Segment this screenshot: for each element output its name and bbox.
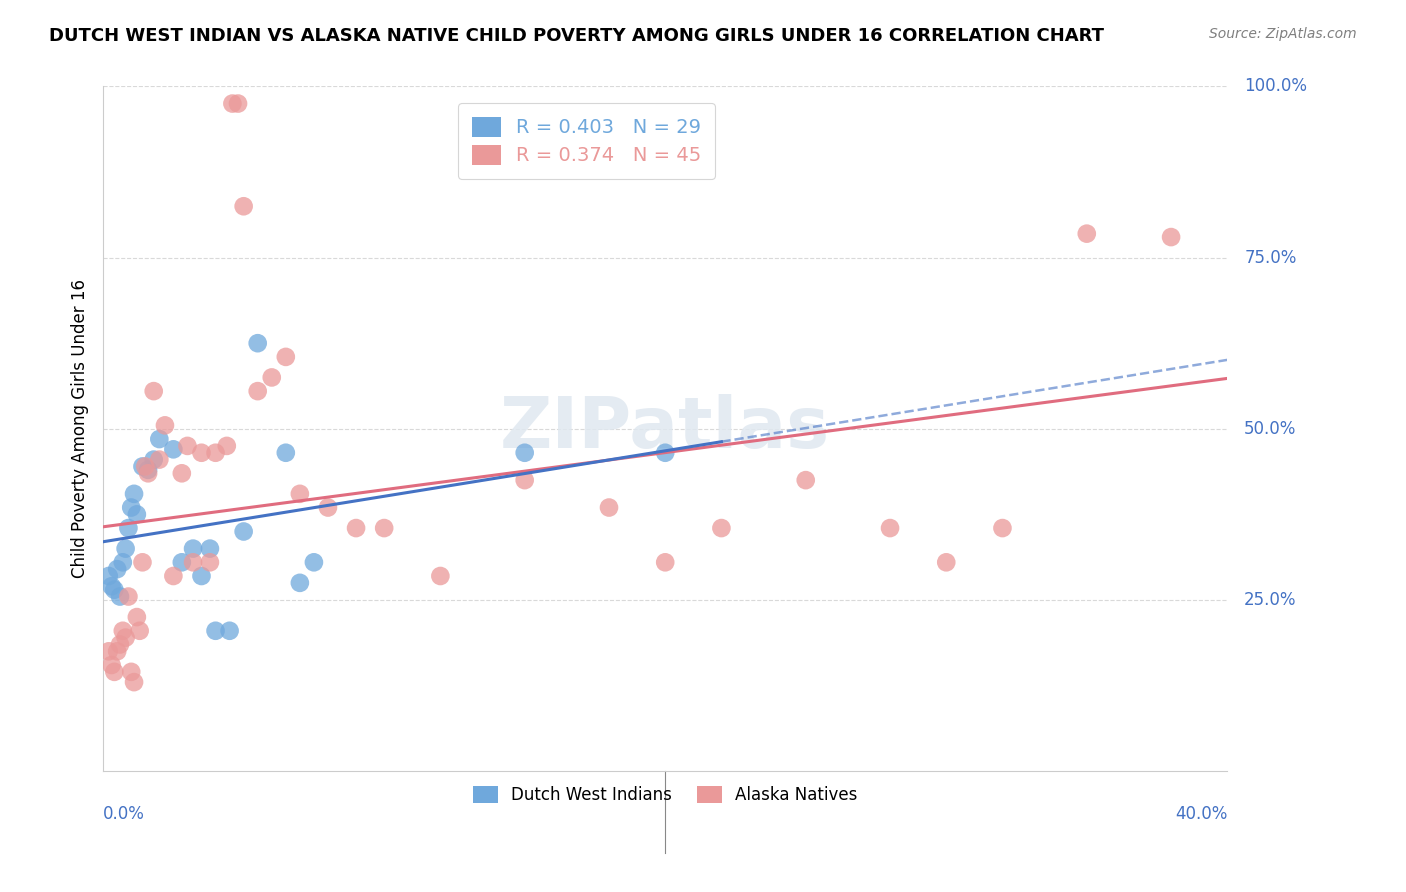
Point [142,452,165,467]
Point [170,555,193,569]
Point [122,487,145,501]
Point [274,350,297,364]
Point [710,521,733,535]
Text: ZIPatlas: ZIPatlas [501,394,831,463]
Point [162,442,184,457]
Point [598,500,620,515]
Point [232,524,254,539]
Point [136,463,159,477]
Point [794,473,817,487]
Point [117,590,139,604]
Point [142,384,165,398]
Point [176,439,198,453]
Point [103,582,125,597]
Point [114,631,136,645]
Point [373,521,395,535]
Point [246,336,269,351]
Point [1076,227,1098,241]
Point [198,541,221,556]
Text: DUTCH WEST INDIAN VS ALASKA NATIVE CHILD POVERTY AMONG GIRLS UNDER 16 CORRELATIO: DUTCH WEST INDIAN VS ALASKA NATIVE CHILD… [49,27,1104,45]
Point [879,521,901,535]
Text: 40.0%: 40.0% [1175,805,1227,823]
Point [218,624,240,638]
Point [232,199,254,213]
Text: 75.0%: 75.0% [1244,249,1296,267]
Point [288,575,311,590]
Point [111,624,134,638]
Point [215,439,238,453]
Point [221,96,243,111]
Legend: Dutch West Indians, Alaska Natives: Dutch West Indians, Alaska Natives [465,780,865,811]
Text: Source: ZipAtlas.com: Source: ZipAtlas.com [1209,27,1357,41]
Point [131,459,153,474]
Point [190,446,212,460]
Point [190,569,212,583]
Point [204,624,226,638]
Point [111,555,134,569]
Point [429,569,451,583]
Point [181,555,204,569]
Point [120,500,142,515]
Text: 50.0%: 50.0% [1244,420,1296,438]
Point [108,590,131,604]
Point [654,555,676,569]
Point [316,500,339,515]
Point [128,624,150,638]
Point [117,521,139,535]
Point [105,562,128,576]
Point [302,555,325,569]
Point [198,555,221,569]
Point [204,446,226,460]
Point [162,569,184,583]
Point [274,446,297,460]
Point [654,446,676,460]
Point [131,555,153,569]
Point [97,569,120,583]
Point [134,459,156,474]
Point [108,637,131,651]
Text: 25.0%: 25.0% [1244,591,1296,609]
Point [344,521,367,535]
Text: 0.0%: 0.0% [103,805,145,823]
Point [105,644,128,658]
Point [125,610,148,624]
Point [935,555,957,569]
Point [513,473,536,487]
Text: 100.0%: 100.0% [1244,78,1308,95]
Point [991,521,1014,535]
Point [103,665,125,679]
Point [288,487,311,501]
Point [170,467,193,481]
Point [97,644,120,658]
Point [122,675,145,690]
Point [153,418,176,433]
Point [120,665,142,679]
Point [125,508,148,522]
Point [513,446,536,460]
Point [148,452,170,467]
Y-axis label: Child Poverty Among Girls Under 16: Child Poverty Among Girls Under 16 [72,279,89,578]
Point [226,96,249,111]
Point [100,579,122,593]
Point [136,467,159,481]
Point [260,370,283,384]
Point [181,541,204,556]
Point [100,658,122,673]
Point [246,384,269,398]
Point [1160,230,1182,244]
Point [114,541,136,556]
Point [148,432,170,446]
